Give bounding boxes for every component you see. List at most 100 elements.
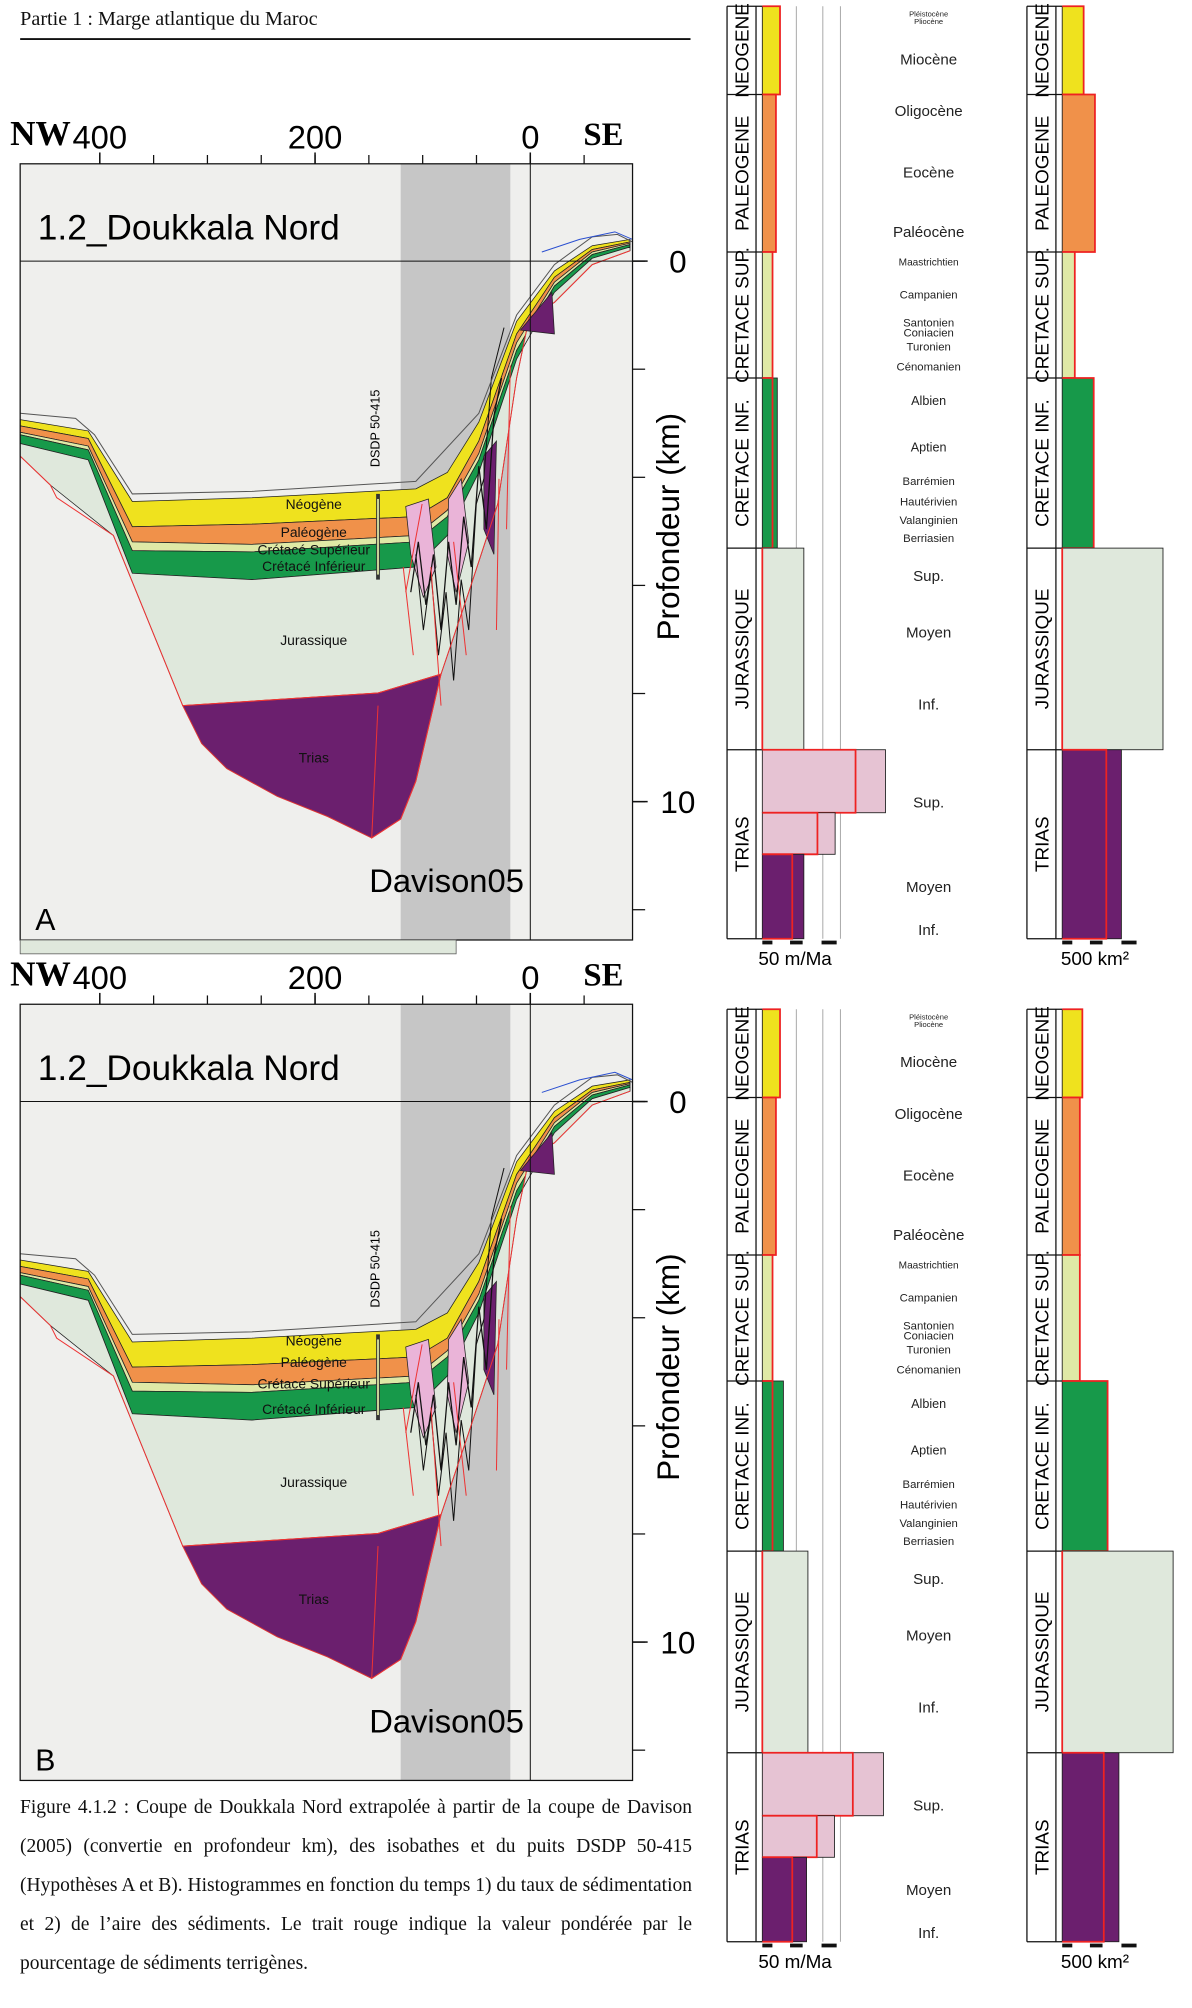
panel-letter: B: [35, 1744, 55, 1777]
y-axis-label: Profondeur (km): [650, 1253, 686, 1481]
stage-label: Inf.: [918, 1699, 939, 1716]
weighted-line: [1062, 748, 1108, 940]
histogram-bar: [761, 1815, 835, 1858]
period-label: PALEOGENE: [732, 116, 753, 231]
stage-label: Berriasien: [903, 1536, 954, 1548]
panel-letter: A: [35, 904, 56, 937]
period-label: TRIAS: [732, 1819, 753, 1875]
period-label: TRIAS: [1032, 1819, 1053, 1875]
period-label: CRETACE SUP.: [732, 1250, 753, 1386]
fault: [405, 503, 423, 593]
stage-label: Santonien: [903, 317, 954, 329]
layer-label: Paléogène: [281, 1354, 348, 1370]
histogram-bar: [761, 377, 778, 549]
period-label: JURASSIQUE: [732, 1592, 753, 1713]
period-label: CRETACE SUP.: [1032, 1250, 1053, 1386]
period-label: NEOGENE: [1032, 1006, 1053, 1100]
stage-label: Maastrichtien: [899, 1260, 959, 1271]
stage-label: Oligocène: [895, 103, 963, 120]
basement-line: [19, 1296, 442, 1680]
period-label: CRETACE INF.: [732, 399, 753, 527]
fault: [402, 566, 414, 656]
x-tick-label: 0: [521, 959, 539, 996]
seafloor: [20, 233, 633, 495]
well-label: DSDP 50-415: [368, 390, 382, 467]
stage-label: Valanginien: [899, 1518, 957, 1530]
histogram-bar: [761, 251, 773, 379]
salt-body: [446, 477, 470, 593]
stage-label: Pléistocène: [909, 9, 948, 18]
stage-label: Campanien: [900, 1293, 958, 1305]
layer-label: Crétacé Inférieur: [262, 558, 366, 574]
weighted-line: [1062, 93, 1096, 253]
cross-section: DSDP 50-415 Néogène Paléogène Crétacé Supér…: [10, 954, 695, 1782]
direction-left: NW: [10, 954, 71, 993]
histogram-bar: [761, 853, 805, 940]
fault: [506, 1205, 511, 1370]
layer-label: Néogène: [286, 1333, 343, 1349]
histogram-bar: [1061, 1752, 1120, 1943]
stage-label: Sup.: [913, 795, 944, 812]
stage-label: Hautérivien: [900, 496, 957, 508]
fault: [495, 1319, 500, 1471]
histogram-bar: [761, 1856, 807, 1943]
histogram-bar: [1061, 1550, 1174, 1754]
histogram-bar: [761, 1097, 777, 1256]
isobath: [541, 231, 633, 253]
stage-label: Miocène: [900, 1054, 957, 1071]
period-label: CRETACE INF.: [732, 1402, 753, 1530]
histogram-bar: [761, 5, 781, 95]
stage-label: Sup.: [913, 1571, 944, 1588]
section-title: 1.2_Doukkala Nord: [38, 208, 340, 247]
period-label: JURASSIQUE: [1032, 589, 1053, 710]
histogram-bar: [761, 1008, 781, 1098]
stage-label: Aptien: [911, 441, 947, 455]
weighted-line: [1062, 1751, 1105, 1943]
period-label: CRETACE INF.: [1032, 399, 1053, 527]
stage-label: Coniacien: [903, 327, 953, 339]
period-label: JURASSIQUE: [1032, 1592, 1053, 1713]
stage-label: Barrémien: [903, 1479, 955, 1491]
stage-label: Turonien: [907, 341, 951, 353]
stage-label: Valanginien: [899, 515, 957, 527]
isobath: [541, 1071, 633, 1093]
x-tick-label: 400: [72, 119, 127, 156]
histogram-bar: [1061, 1254, 1081, 1382]
layer-label: Néogène: [286, 496, 343, 512]
histograms: NEOGENE PALEOGENE CRETACE SUP. CRETACE INF.…: [726, 3, 1164, 970]
caption: Figure 4.1.2 : Coupe de Doukkala Nord ex…: [20, 1797, 692, 1974]
period-label: CRETACE SUP.: [1032, 247, 1053, 383]
stage-label: Albien: [911, 394, 946, 408]
stage-label: Eocène: [903, 1168, 954, 1185]
scale-label: 500 km²: [1061, 949, 1129, 970]
direction-right: SE: [583, 957, 623, 993]
seafloor: [20, 1074, 633, 1335]
stage-label: Oligocène: [895, 1106, 963, 1123]
y-tick-label: 0: [669, 1084, 687, 1120]
x-tick-label: 200: [288, 959, 343, 996]
histogram-bar: [1061, 1008, 1083, 1098]
section-title: 1.2_Doukkala Nord: [38, 1049, 340, 1088]
well-label: DSDP 50-415: [368, 1230, 382, 1307]
fault: [453, 1382, 467, 1496]
histogram-bar: [1061, 94, 1096, 253]
stage-label: Sup.: [913, 1798, 944, 1815]
stage-label: Moyen: [906, 625, 951, 642]
scale-label: 50 m/Ma: [758, 1952, 832, 1973]
histogram-bar: [761, 94, 777, 253]
deformation-line: [415, 327, 505, 681]
stage-label: Turonien: [907, 1344, 951, 1356]
deformation-line: [415, 1167, 505, 1521]
stage-label: Miocène: [900, 51, 957, 68]
weighted-line: [762, 853, 794, 940]
weighted-line: [762, 1856, 794, 1943]
stage-label: Inf.: [918, 1925, 939, 1942]
stage-label: Moyen: [906, 1882, 951, 1899]
direction-right: SE: [583, 117, 623, 153]
basement-line: [440, 250, 631, 675]
layer: [519, 291, 555, 335]
stage-label: Pliocène: [914, 17, 943, 26]
layer-label: Jurassique: [280, 1474, 347, 1490]
scale-label: 500 km²: [1061, 1952, 1129, 1973]
x-tick-label: 0: [521, 119, 539, 156]
